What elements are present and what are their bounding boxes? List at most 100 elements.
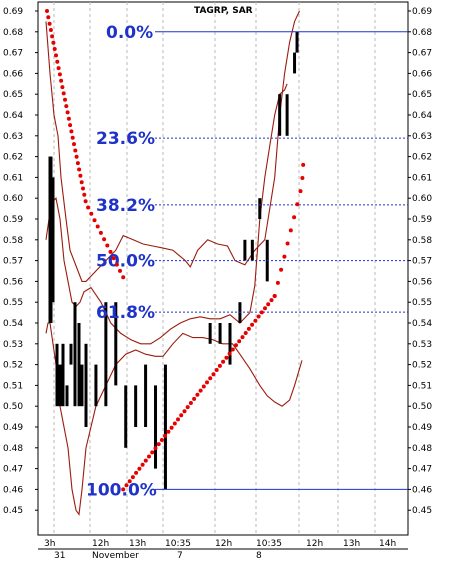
sar-dot	[46, 15, 51, 20]
price-bar	[51, 177, 55, 303]
sar-dot	[182, 409, 187, 414]
y-tick-label-left: 0.56	[3, 277, 23, 287]
sar-dot	[79, 180, 84, 185]
sar-dot	[292, 215, 297, 220]
y-tick-label-left: 0.59	[3, 215, 23, 225]
sar-dot	[105, 243, 110, 248]
sar-dot	[111, 256, 116, 261]
y-tick-label-left: 0.61	[3, 173, 23, 183]
price-bar	[58, 364, 62, 407]
sar-dot	[275, 280, 280, 285]
sar-dot	[195, 392, 200, 397]
sar-dot	[211, 372, 216, 377]
sar-dot	[48, 28, 53, 32]
y-tick-label-left: 0.65	[3, 90, 23, 100]
x-date-label: 31	[54, 551, 65, 561]
plot-frame	[37, 1, 409, 536]
sar-dot	[86, 205, 91, 210]
sar-dot	[102, 237, 107, 242]
sar-dot	[301, 162, 306, 167]
y-tick-label-right: 0.50	[412, 402, 432, 412]
fib-layer: 0.0% 23.6% 38.2% 50.0% 61.8% 100.0%	[86, 23, 408, 500]
price-bar	[285, 94, 289, 136]
y-tick-label-left: 0.55	[3, 298, 23, 308]
sar-dot	[50, 34, 55, 39]
sar-dot	[153, 446, 158, 451]
sar-dot	[55, 59, 60, 64]
sar-dot	[156, 442, 161, 447]
sar-dot	[201, 384, 206, 389]
y-tick-label-left: 0.51	[3, 381, 23, 391]
sar-dot	[240, 335, 245, 340]
sar-layer	[45, 9, 306, 492]
sar-dot	[61, 91, 66, 96]
y-tick-label-left: 0.67	[3, 49, 23, 59]
price-bar	[73, 302, 77, 407]
sar-dot	[51, 40, 56, 45]
sar-dot	[75, 161, 80, 166]
sar-dot	[150, 450, 155, 455]
sar-dot	[56, 66, 61, 71]
sar-dot	[98, 230, 103, 235]
sar-dot	[205, 380, 209, 385]
price-bar	[61, 343, 65, 407]
price-bar	[124, 385, 128, 448]
sar-dot	[269, 298, 274, 303]
fib-level-label: 0.0%	[106, 23, 153, 43]
y-tick-label-right: 0.64	[412, 111, 432, 121]
y-tick-label-right: 0.61	[412, 173, 432, 183]
y-tick-label-right: 0.52	[412, 361, 432, 371]
y-tick-label-right: 0.47	[412, 465, 432, 475]
sar-dot	[63, 97, 67, 102]
sar-dot	[54, 53, 58, 58]
x-tick-label: 10:35	[256, 539, 282, 549]
sar-dot	[52, 47, 57, 51]
price-bar	[278, 94, 282, 136]
y-tick-label-right: 0.48	[412, 444, 432, 454]
sar-dot	[118, 268, 122, 273]
price-bar	[65, 385, 69, 407]
y-tick-label-right: 0.60	[412, 194, 432, 204]
sar-dot	[272, 294, 277, 298]
y-tick-label-left: 0.54	[3, 319, 23, 329]
sar-dot	[81, 186, 85, 191]
sar-dot	[108, 249, 113, 254]
x-date-label: 7	[177, 551, 183, 561]
y-tick-label-left: 0.66	[3, 69, 23, 79]
y-tick-label-left: 0.50	[3, 402, 23, 412]
sar-dot	[137, 466, 142, 471]
sar-dot	[57, 72, 62, 77]
y-tick-label-right: 0.59	[412, 215, 432, 225]
sar-dot	[163, 433, 168, 438]
price-bar	[84, 343, 88, 427]
sar-dot	[176, 417, 180, 422]
series-line-upper_band	[45, 10, 300, 282]
price-bar	[114, 302, 118, 386]
fib-level-label: 38.2%	[96, 196, 155, 216]
x-tick-label: 13h	[343, 539, 360, 549]
y-tick-label-left: 0.68	[3, 28, 23, 38]
y-tick-label-left: 0.58	[3, 236, 23, 246]
y-tick-label-left: 0.69	[3, 7, 23, 17]
x-tick-label: 12h	[92, 539, 109, 549]
sar-dot	[82, 192, 87, 197]
y-tick-label-right: 0.55	[412, 298, 432, 308]
price-bar	[243, 239, 247, 261]
y-tick-label-right: 0.63	[412, 132, 432, 142]
price-bar	[154, 385, 158, 469]
price-bar	[208, 323, 212, 344]
price-bar	[228, 323, 232, 365]
y-tick-label-right: 0.62	[412, 153, 432, 163]
price-bar	[49, 156, 53, 323]
y-tick-label-left: 0.45	[3, 506, 23, 516]
x-tick-label: 3h	[44, 539, 55, 549]
y-tick-label-right: 0.54	[412, 319, 432, 329]
y-tick-label-left: 0.57	[3, 257, 23, 267]
sar-dot	[47, 21, 52, 26]
sar-dot	[224, 355, 229, 360]
sar-dot	[134, 470, 139, 475]
sar-dot	[243, 331, 248, 335]
sar-dot	[74, 154, 79, 159]
